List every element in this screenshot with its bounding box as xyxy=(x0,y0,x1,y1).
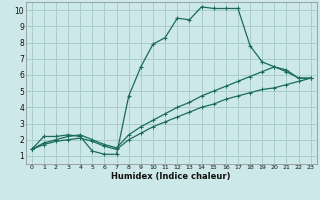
X-axis label: Humidex (Indice chaleur): Humidex (Indice chaleur) xyxy=(111,172,231,181)
